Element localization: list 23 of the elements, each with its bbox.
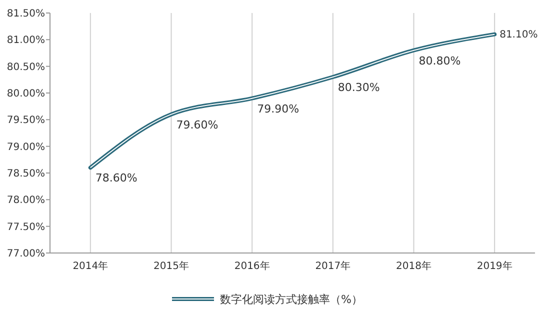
- data-label: 81.10%: [500, 29, 538, 40]
- legend-label: 数字化阅读方式接触率（%）: [220, 292, 362, 306]
- x-tick-label: 2019年: [476, 260, 512, 272]
- x-tick-label: 2014年: [72, 260, 108, 272]
- x-tick-label: 2016年: [234, 260, 270, 272]
- data-label: 78.60%: [95, 172, 138, 185]
- x-tick-label: 2017年: [315, 260, 351, 272]
- y-tick-label: 80.50%: [6, 62, 45, 73]
- y-tick-label: 77.50%: [6, 222, 45, 233]
- y-tick-label: 79.00%: [6, 142, 45, 153]
- data-label: 80.80%: [418, 54, 461, 68]
- x-tick-label: 2015年: [154, 260, 189, 272]
- data-label: 79.90%: [257, 102, 300, 116]
- y-tick-label: 81.00%: [6, 35, 45, 46]
- data-label: 80.30%: [338, 81, 380, 94]
- data-label: 79.60%: [176, 118, 218, 132]
- y-tick-label: 78.50%: [6, 168, 45, 180]
- y-tick-label: 77.00%: [6, 248, 45, 260]
- y-tick-label: 79.50%: [6, 115, 45, 126]
- x-tick-label: 2018年: [396, 260, 432, 272]
- y-tick-label: 78.00%: [6, 195, 45, 206]
- y-tick-label: 81.50%: [6, 8, 45, 20]
- y-tick-label: 80.00%: [6, 88, 45, 100]
